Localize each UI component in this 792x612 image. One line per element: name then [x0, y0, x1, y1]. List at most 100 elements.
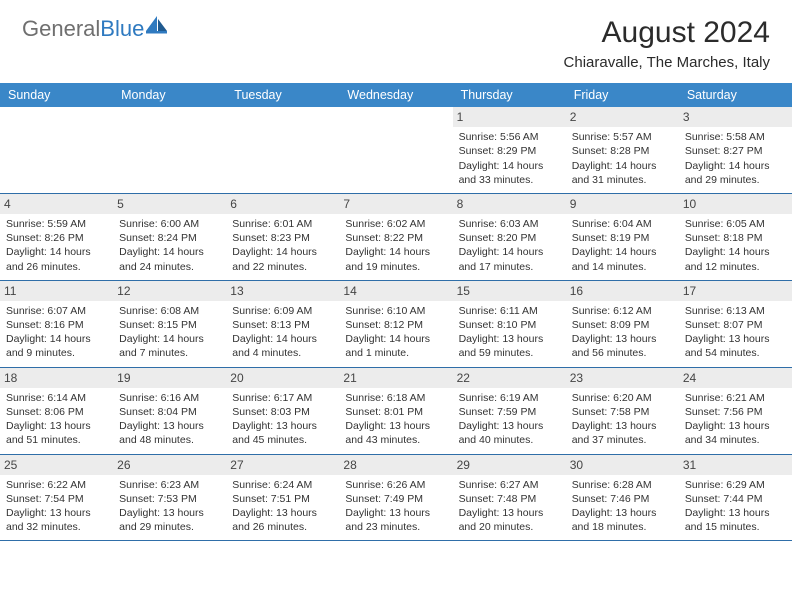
- calendar-empty-cell: .: [339, 107, 452, 193]
- sunset-text: Sunset: 8:29 PM: [459, 144, 560, 158]
- calendar-day-cell: 21Sunrise: 6:18 AMSunset: 8:01 PMDayligh…: [339, 368, 452, 454]
- sunrise-text: Sunrise: 6:08 AM: [119, 304, 220, 318]
- daylight-text: Daylight: 13 hours and 32 minutes.: [6, 506, 107, 534]
- calendar-week: 18Sunrise: 6:14 AMSunset: 8:06 PMDayligh…: [0, 368, 792, 455]
- calendar-day-cell: 23Sunrise: 6:20 AMSunset: 7:58 PMDayligh…: [566, 368, 679, 454]
- daylight-text: Daylight: 13 hours and 56 minutes.: [572, 332, 673, 360]
- calendar-day-cell: 14 Sunrise: 6:10 AMSunset: 8:12 PMDayligh…: [339, 281, 452, 367]
- logo-word-2: Blue: [100, 16, 144, 42]
- daylight-text: Daylight: 13 hours and 37 minutes.: [572, 419, 673, 447]
- day-header-row: SundayMondayTuesdayWednesdayThursdayFrid…: [0, 83, 792, 107]
- daylight-text: Daylight: 14 hours and 33 minutes.: [459, 159, 560, 187]
- day-number: 6: [226, 194, 339, 214]
- calendar-day-cell: 4Sunrise: 5:59 AMSunset: 8:26 PMDaylight…: [0, 194, 113, 280]
- sunrise-text: Sunrise: 5:57 AM: [572, 130, 673, 144]
- calendar-day-cell: 26Sunrise: 6:23 AMSunset: 7:53 PMDayligh…: [113, 455, 226, 541]
- sunrise-text: Sunrise: 6:13 AM: [685, 304, 786, 318]
- sunset-text: Sunset: 7:51 PM: [232, 492, 333, 506]
- daylight-text: Daylight: 13 hours and 45 minutes.: [232, 419, 333, 447]
- day-number: 25: [0, 455, 113, 475]
- month-title: August 2024: [564, 16, 770, 50]
- sunset-text: Sunset: 8:03 PM: [232, 405, 333, 419]
- calendar-week: 4Sunrise: 5:59 AMSunset: 8:26 PMDaylight…: [0, 194, 792, 281]
- calendar-day-cell: 16Sunrise: 6:12 AMSunset: 8:09 PMDayligh…: [566, 281, 679, 367]
- header: GeneralBlue August 2024 Chiaravalle, The…: [0, 0, 792, 75]
- sunrise-text: Sunrise: 6:10 AM: [345, 304, 446, 318]
- sunset-text: Sunset: 8:12 PM: [345, 318, 446, 332]
- daylight-text: Daylight: 13 hours and 26 minutes.: [232, 506, 333, 534]
- calendar-day-cell: 7Sunrise: 6:02 AMSunset: 8:22 PMDaylight…: [339, 194, 452, 280]
- day-number: 3: [679, 107, 792, 127]
- sunrise-text: Sunrise: 6:28 AM: [572, 478, 673, 492]
- daylight-text: Daylight: 14 hours and 1 minute.: [345, 332, 446, 360]
- sunset-text: Sunset: 7:59 PM: [459, 405, 560, 419]
- daylight-text: Daylight: 14 hours and 12 minutes.: [685, 245, 786, 273]
- day-number: 12: [113, 281, 226, 301]
- daylight-text: Daylight: 14 hours and 9 minutes.: [6, 332, 107, 360]
- daylight-text: Daylight: 13 hours and 59 minutes.: [459, 332, 560, 360]
- calendar-day-cell: 19Sunrise: 6:16 AMSunset: 8:04 PMDayligh…: [113, 368, 226, 454]
- sunrise-text: Sunrise: 6:26 AM: [345, 478, 446, 492]
- calendar-day-cell: 12Sunrise: 6:08 AMSunset: 8:15 PMDayligh…: [113, 281, 226, 367]
- calendar-day-cell: 10Sunrise: 6:05 AMSunset: 8:18 PMDayligh…: [679, 194, 792, 280]
- day-number: 22: [453, 368, 566, 388]
- day-number: 20: [226, 368, 339, 388]
- sunset-text: Sunset: 8:20 PM: [459, 231, 560, 245]
- day-number: 4: [0, 194, 113, 214]
- calendar-day-cell: 5Sunrise: 6:00 AMSunset: 8:24 PMDaylight…: [113, 194, 226, 280]
- daylight-text: Daylight: 13 hours and 51 minutes.: [6, 419, 107, 447]
- calendar-weeks: ....1Sunrise: 5:56 AMSunset: 8:29 PMDayl…: [0, 107, 792, 541]
- calendar-week: ....1Sunrise: 5:56 AMSunset: 8:29 PMDayl…: [0, 107, 792, 194]
- calendar-empty-cell: .: [0, 107, 113, 193]
- sunset-text: Sunset: 8:06 PM: [6, 405, 107, 419]
- day-number: 30: [566, 455, 679, 475]
- calendar-day-cell: 25 Sunrise: 6:22 AMSunset: 7:54 PMDayligh…: [0, 455, 113, 541]
- sunset-text: Sunset: 7:54 PM: [6, 492, 107, 506]
- calendar-empty-cell: .: [113, 107, 226, 193]
- daylight-text: Daylight: 14 hours and 14 minutes.: [572, 245, 673, 273]
- sunset-text: Sunset: 7:46 PM: [572, 492, 673, 506]
- sunrise-text: Sunrise: 6:04 AM: [572, 217, 673, 231]
- daylight-text: Daylight: 14 hours and 22 minutes.: [232, 245, 333, 273]
- calendar-day-cell: 8Sunrise: 6:03 AMSunset: 8:20 PMDaylight…: [453, 194, 566, 280]
- sunrise-text: Sunrise: 6:23 AM: [119, 478, 220, 492]
- sunrise-text: Sunrise: 6:22 AM: [6, 478, 107, 492]
- calendar-day-cell: 1Sunrise: 5:56 AMSunset: 8:29 PMDaylight…: [453, 107, 566, 193]
- sunset-text: Sunset: 8:23 PM: [232, 231, 333, 245]
- sunset-text: Sunset: 8:04 PM: [119, 405, 220, 419]
- calendar: SundayMondayTuesdayWednesdayThursdayFrid…: [0, 83, 792, 541]
- sunrise-text: Sunrise: 5:59 AM: [6, 217, 107, 231]
- daylight-text: Daylight: 13 hours and 23 minutes.: [345, 506, 446, 534]
- calendar-day-cell: 17Sunrise: 6:13 AMSunset: 8:07 PMDayligh…: [679, 281, 792, 367]
- daylight-text: Daylight: 13 hours and 15 minutes.: [685, 506, 786, 534]
- sunrise-text: Sunrise: 6:02 AM: [345, 217, 446, 231]
- calendar-week: 11Sunrise: 6:07 AMSunset: 8:16 PMDayligh…: [0, 281, 792, 368]
- day-number: 14: [339, 281, 452, 301]
- sunset-text: Sunset: 8:15 PM: [119, 318, 220, 332]
- daylight-text: Daylight: 14 hours and 4 minutes.: [232, 332, 333, 360]
- calendar-day-cell: 13Sunrise: 6:09 AMSunset: 8:13 PMDayligh…: [226, 281, 339, 367]
- sunset-text: Sunset: 8:27 PM: [685, 144, 786, 158]
- day-number: 18: [0, 368, 113, 388]
- sunset-text: Sunset: 8:16 PM: [6, 318, 107, 332]
- logo-word-1: General: [22, 16, 100, 42]
- sunrise-text: Sunrise: 6:11 AM: [459, 304, 560, 318]
- sunrise-text: Sunrise: 5:58 AM: [685, 130, 786, 144]
- day-number: 19: [113, 368, 226, 388]
- calendar-empty-cell: .: [226, 107, 339, 193]
- daylight-text: Daylight: 13 hours and 20 minutes.: [459, 506, 560, 534]
- day-header-cell: Monday: [113, 83, 226, 107]
- logo: GeneralBlue: [22, 16, 168, 42]
- sunrise-text: Sunrise: 6:24 AM: [232, 478, 333, 492]
- calendar-day-cell: 28Sunrise: 6:26 AMSunset: 7:49 PMDayligh…: [339, 455, 452, 541]
- sunset-text: Sunset: 8:19 PM: [572, 231, 673, 245]
- daylight-text: Daylight: 14 hours and 26 minutes.: [6, 245, 107, 273]
- daylight-text: Daylight: 13 hours and 40 minutes.: [459, 419, 560, 447]
- day-number: 17: [679, 281, 792, 301]
- daylight-text: Daylight: 13 hours and 18 minutes.: [572, 506, 673, 534]
- sunset-text: Sunset: 8:07 PM: [685, 318, 786, 332]
- sunrise-text: Sunrise: 6:29 AM: [685, 478, 786, 492]
- sunrise-text: Sunrise: 6:16 AM: [119, 391, 220, 405]
- day-number: 8: [453, 194, 566, 214]
- day-number: 15: [453, 281, 566, 301]
